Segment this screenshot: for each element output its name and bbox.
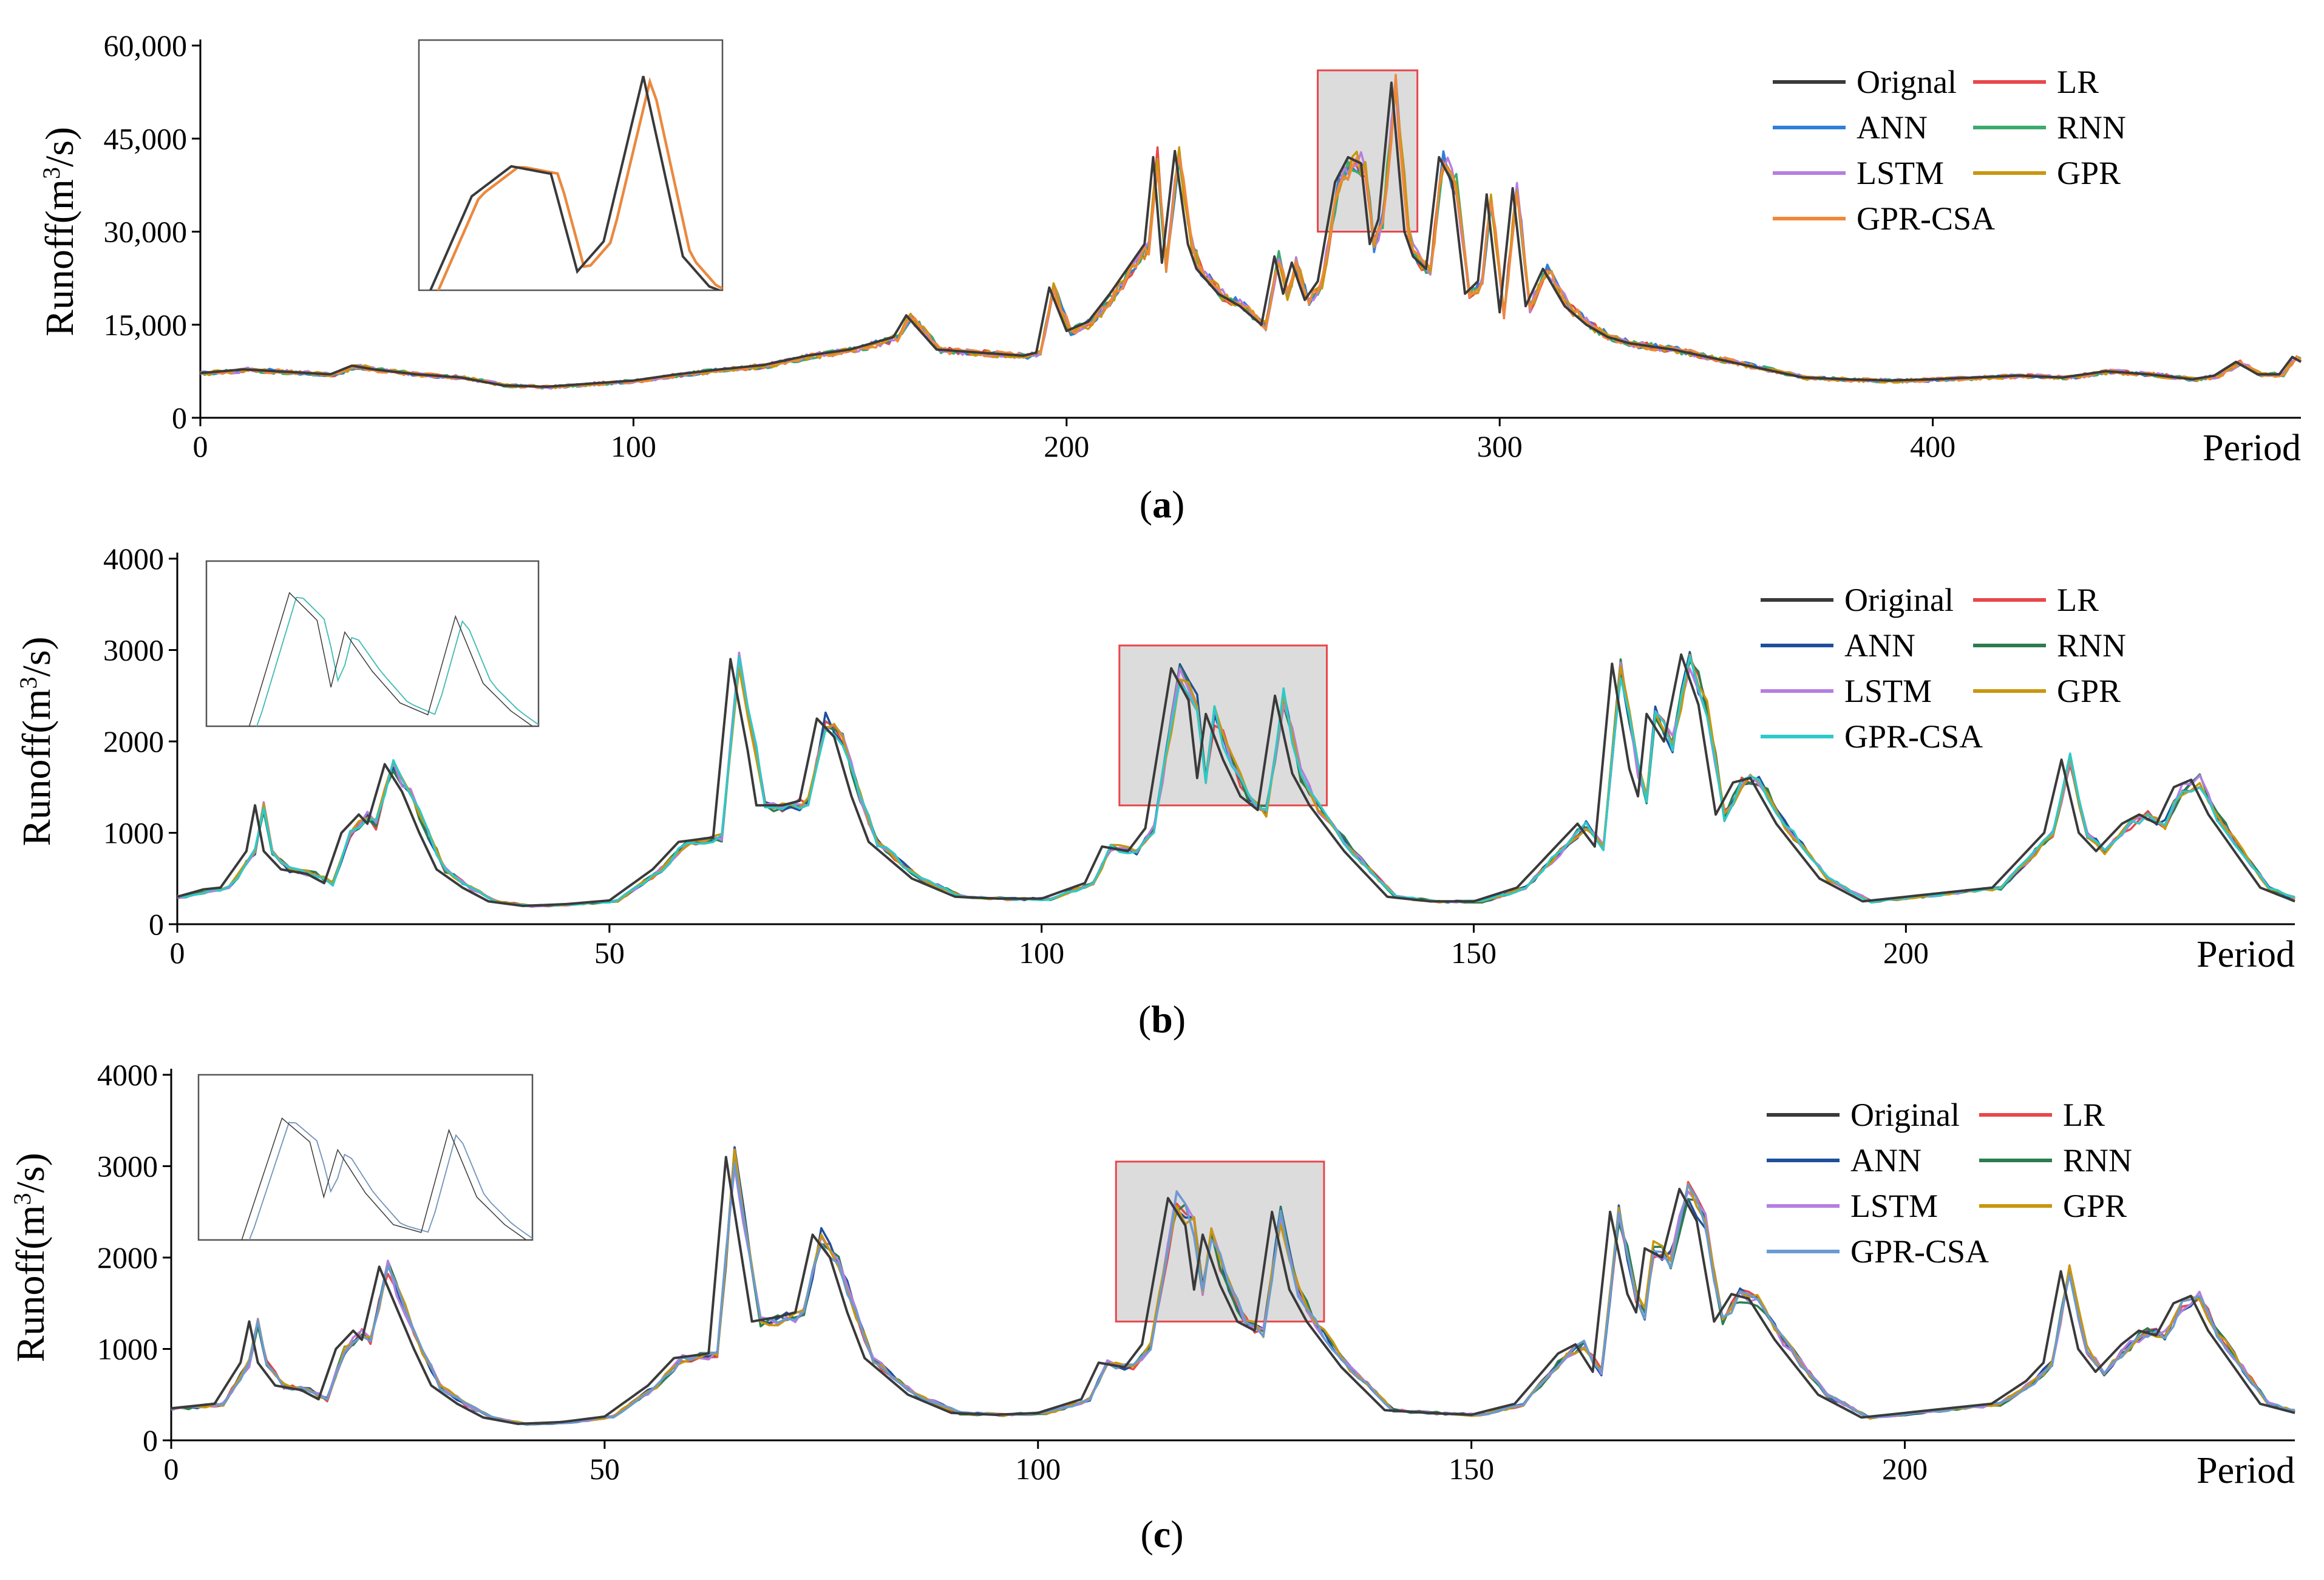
x-tick-label: 200 [1044,429,1089,463]
legend-label-rnn: RNN [2057,109,2126,146]
y-axis-title: Runoff(m3/s) [38,127,82,336]
legend-label-orignal: Orignal [1857,64,1957,100]
legend-label-lr: LR [2057,582,2099,618]
y-tick-label: 2000 [103,724,164,758]
y-tick-label: 0 [149,907,164,941]
legend: Orignal LR ANN RNN LSTM GPR GPR-CSA [1773,64,2126,237]
x-tick-label: 200 [1882,1452,1928,1486]
legend-label-rnn: RNN [2057,627,2126,664]
panel-b: 0 1000 2000 3000 4000 0 50 100 150 200 Runoff(m3/s… [15,542,2295,975]
zoom-inset [418,39,724,291]
x-tick-label: 200 [1883,936,1929,970]
inset-line-orignal [429,75,722,290]
y-tick-label: 0 [143,1423,158,1457]
legend-label-ann: ANN [1844,627,1915,664]
panel-c: 0 1000 2000 3000 4000 0 50 100 150 200 Runoff(m3/s… [8,1058,2295,1491]
y-tick-label: 30,000 [104,215,188,249]
y-axis-title: Runoff(m3/s) [15,636,59,846]
inset-line-original [241,1117,528,1240]
inset-line-gprcsa [248,1122,532,1240]
caption-b: (b) [1138,998,1186,1041]
y-tick-label: 45,000 [104,121,188,155]
y-tick-label: 2000 [97,1241,158,1275]
x-tick-label: 100 [1015,1452,1061,1486]
inset-frame [205,560,540,727]
zoom-inset [205,560,540,727]
x-tick-label: 0 [164,1452,179,1486]
caption-c: (c) [1140,1513,1183,1556]
x-tick-label: 400 [1910,429,1955,463]
legend-label-rnn: RNN [2063,1142,2132,1179]
legend-label-original: Original [1844,582,1954,618]
inset-line-original [248,591,534,726]
x-tick-label: 50 [589,1452,620,1486]
x-tick-label: 150 [1451,936,1497,970]
caption-a: (a) [1140,483,1185,526]
inset-line-gprcsa [437,77,722,290]
x-tick-label: 150 [1449,1452,1494,1486]
legend-label-ann: ANN [1850,1142,1921,1179]
legend-label-gprcsa: GPR-CSA [1844,718,1983,755]
legend-label-gprcsa: GPR-CSA [1850,1233,1989,1270]
x-tick-label: 0 [170,936,185,970]
y-axis-title: Runoff(m3/s) [8,1153,53,1362]
series-line-original [171,1156,2295,1425]
inset-frame [418,39,724,291]
x-axis-title: Period [2197,934,2295,975]
legend-label-lr: LR [2063,1097,2105,1133]
y-tick-label: 60,000 [104,29,188,63]
inset-line-gprcsa [256,596,539,726]
x-axis-title: Period [2197,1450,2295,1491]
series-line-orignal [200,81,2302,388]
y-tick-label: 4000 [97,1058,158,1092]
legend: Original LR ANN RNN LSTM GPR GPR-CSA [1761,582,2126,755]
legend-label-lr: LR [2057,64,2099,100]
legend: Original LR ANN RNN LSTM GPR GPR-CSA [1767,1097,2132,1270]
x-tick-label: 100 [611,429,656,463]
series-line-original [177,653,2295,907]
legend-label-gprcsa: GPR-CSA [1857,200,1995,237]
x-tick-label: 300 [1477,429,1523,463]
inset-frame [197,1074,534,1241]
legend-label-ann: ANN [1857,109,1928,146]
legend-label-gpr: GPR [2057,155,2121,191]
x-tick-label: 100 [1019,936,1064,970]
legend-label-lstm: LSTM [1844,673,1932,709]
legend-label-lstm: LSTM [1850,1188,1938,1224]
y-tick-label: 1000 [97,1332,158,1366]
y-tick-label: 15,000 [104,308,188,342]
x-tick-label: 50 [594,936,625,970]
y-tick-label: 1000 [103,816,164,850]
legend-label-original: Original [1850,1097,1960,1133]
x-tick-label: 0 [193,429,208,463]
y-tick-label: 0 [172,401,187,435]
y-tick-label: 3000 [103,633,164,667]
legend-label-gpr: GPR [2057,673,2121,709]
y-tick-label: 3000 [97,1149,158,1183]
panel-a: 0 15,000 30,000 45,000 60,000 0 100 200 300 400 Ru… [38,29,2302,469]
legend-label-gpr: GPR [2063,1188,2127,1224]
x-axis-title: Period [2203,427,2301,469]
y-tick-label: 4000 [103,542,164,576]
zoom-inset [197,1074,534,1241]
legend-label-lstm: LSTM [1857,155,1944,191]
